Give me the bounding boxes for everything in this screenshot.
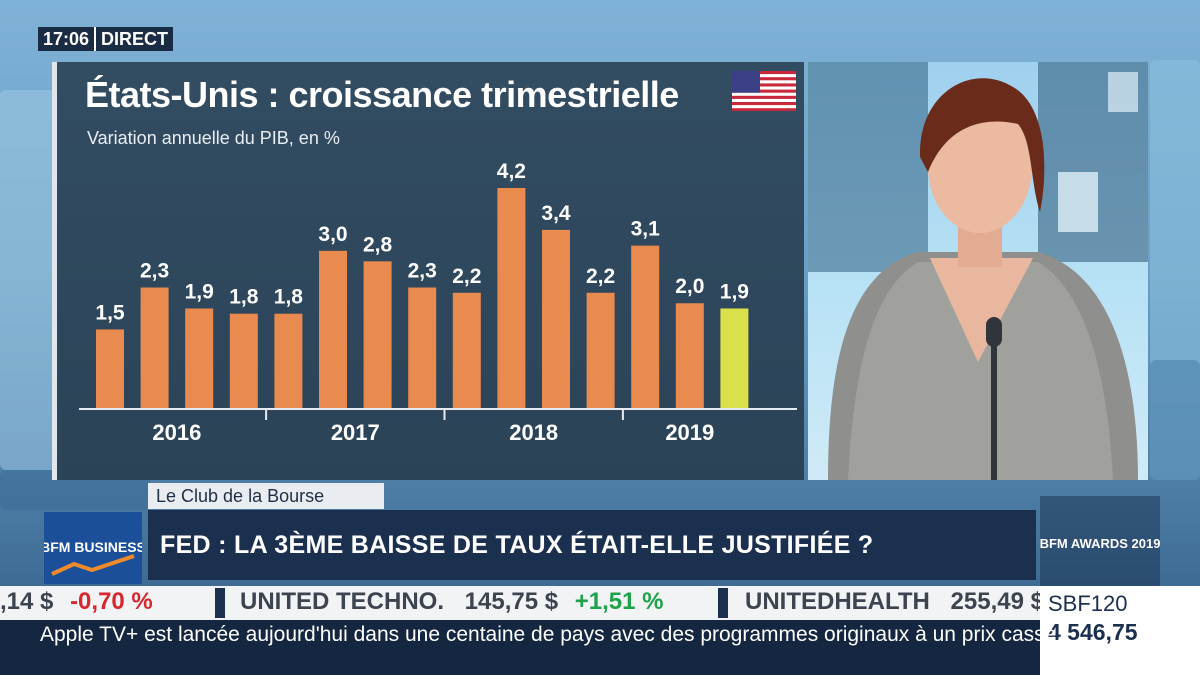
index-value: 4 546,75 bbox=[1048, 619, 1138, 645]
bar-2019-t1 bbox=[631, 245, 660, 408]
bar-2016-t4 bbox=[229, 313, 258, 408]
data-label: 1,9 bbox=[185, 280, 214, 303]
index-name: SBF120 bbox=[1048, 591, 1128, 616]
awards-logo-text: BFM AWARDS 2019 bbox=[1040, 536, 1160, 551]
year-label-2016: 2016 bbox=[152, 420, 201, 445]
bar-2016-t3 bbox=[185, 308, 214, 408]
year-label-2019: 2019 bbox=[665, 420, 714, 445]
stock-name: UNITED TECHNO. bbox=[240, 588, 444, 615]
live-badge: 17:06 DIRECT bbox=[38, 27, 174, 51]
bar-chart: 1,5 2,3 1,9 1,8 1,8 3,0 2,8 2,3 2,2 4,2 3,4 2,2 3,1 2… bbox=[79, 160, 797, 445]
news-ticker-text: Apple TV+ est lancée aujourd'hui dans un… bbox=[40, 623, 1063, 646]
year-label-2017: 2017 bbox=[331, 420, 380, 445]
stock-name: UNITEDHEALTH bbox=[745, 588, 930, 615]
data-label: 2,2 bbox=[586, 265, 615, 288]
data-label: 2,3 bbox=[140, 260, 169, 283]
bar-2017-t1 bbox=[274, 313, 303, 408]
bar-2019-t3 bbox=[720, 308, 749, 408]
bar-2018-t1 bbox=[452, 292, 481, 408]
ticker-separator bbox=[215, 588, 225, 618]
chart-subtitle: Variation annuelle du PIB, en % bbox=[87, 128, 340, 148]
bar-2018-t4 bbox=[586, 292, 615, 408]
show-name-strip: Le Club de la Bourse bbox=[148, 483, 384, 509]
bar-2017-t2 bbox=[319, 250, 347, 408]
bar-2018-t2 bbox=[497, 188, 526, 408]
headline: FED : LA 3ÈME BAISSE DE TAUX ÉTAIT-ELLE … bbox=[160, 531, 874, 559]
live-label: DIRECT bbox=[94, 27, 174, 51]
us-flag-icon bbox=[732, 71, 796, 111]
headline-bar: FED : LA 3ÈME BAISSE DE TAUX ÉTAIT-ELLE … bbox=[148, 510, 1036, 580]
stock-ticker-item: ,14 $ -0,70 % bbox=[0, 588, 153, 616]
show-name: Le Club de la Bourse bbox=[156, 486, 325, 506]
stock-price: ,14 $ bbox=[0, 588, 54, 615]
data-label: 3,4 bbox=[541, 202, 571, 225]
data-label: 2,8 bbox=[363, 233, 393, 256]
data-label: 1,8 bbox=[274, 286, 304, 309]
data-label: 1,8 bbox=[229, 286, 259, 309]
data-label: 1,5 bbox=[95, 301, 125, 324]
data-label: 4,2 bbox=[497, 160, 526, 183]
stock-ticker-item: UNITED TECHNO. 145,75 $ +1,51 % bbox=[240, 588, 664, 616]
stock-ticker-item: UNITEDHEALTH 255,49 $ bbox=[745, 588, 1040, 616]
bfm-business-logo: BFM BUSINESS bbox=[44, 512, 142, 584]
chart-title: États-Unis : croissance trimestrielle bbox=[85, 74, 679, 115]
stock-ticker: ,14 $ -0,70 % UNITED TECHNO. 145,75 $ +1… bbox=[0, 586, 1040, 620]
bar-2016-t2 bbox=[140, 287, 169, 408]
bar-2018-t3 bbox=[542, 229, 570, 408]
data-label: 2,2 bbox=[452, 265, 481, 288]
index-box: SBF120 4 546,75 bbox=[1040, 586, 1200, 675]
stock-price: 255,49 $ bbox=[950, 588, 1040, 615]
clock: 17:06 bbox=[38, 27, 95, 51]
bar-2017-t4 bbox=[408, 287, 437, 408]
chart-panel: 1,5 2,3 1,9 1,8 1,8 3,0 2,8 2,3 2,2 4,2 3,4 2,2 3,1 2… bbox=[52, 62, 804, 480]
stock-price: 145,75 $ bbox=[464, 588, 559, 615]
stock-change: -0,70 % bbox=[70, 588, 153, 615]
bar-2017-t3 bbox=[363, 261, 392, 408]
bar-2019-t2 bbox=[675, 303, 704, 408]
presenter-figure bbox=[808, 62, 1148, 480]
bar-2016-t1 bbox=[96, 329, 124, 408]
data-label: 2,0 bbox=[675, 275, 704, 298]
data-label: 1,9 bbox=[720, 280, 749, 303]
presenter-video bbox=[808, 62, 1148, 480]
data-label: 3,0 bbox=[318, 223, 347, 246]
stock-change: +1,51 % bbox=[574, 588, 664, 615]
bfm-logo-text: BFM BUSINESS bbox=[44, 539, 142, 555]
bfm-awards-logo: BFM AWARDS 2019 bbox=[1040, 496, 1160, 586]
year-label-2018: 2018 bbox=[509, 420, 558, 445]
news-ticker-bar: Apple TV+ est lancée aujourd'hui dans un… bbox=[0, 620, 1062, 675]
ticker-separator bbox=[718, 588, 728, 618]
data-label: 3,1 bbox=[631, 218, 661, 241]
data-label: 2,3 bbox=[408, 260, 437, 283]
